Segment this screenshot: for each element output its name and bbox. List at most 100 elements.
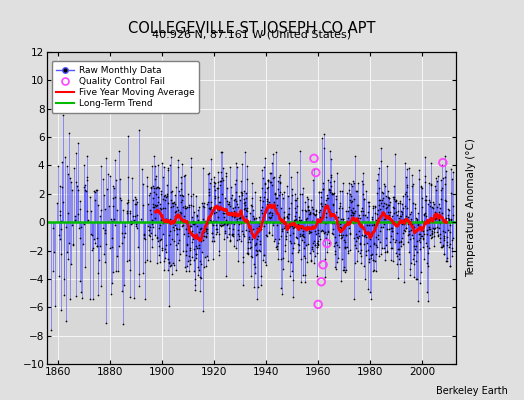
Point: [199, 308, 208, 314]
Point: [394, 200, 402, 206]
Point: [170, 238, 178, 244]
Point: [183, 258, 192, 264]
Point: [320, 229, 329, 235]
Point: [249, 226, 257, 232]
Point: [319, 228, 328, 234]
Point: [244, 239, 253, 246]
Point: [356, 215, 365, 222]
Point: [267, 178, 276, 185]
Point: [160, 245, 169, 252]
Point: [345, 225, 354, 232]
Point: [234, 227, 242, 234]
Point: [439, 228, 447, 234]
Point: [297, 191, 305, 198]
Point: [371, 204, 379, 210]
Point: [383, 204, 391, 210]
Point: [419, 244, 427, 250]
Point: [126, 218, 135, 224]
Point: [418, 218, 427, 224]
Point: [286, 222, 294, 229]
Point: [260, 223, 269, 230]
Point: [56, 183, 64, 189]
Point: [158, 174, 167, 180]
Point: [296, 233, 304, 239]
Point: [209, 256, 217, 262]
Point: [419, 235, 427, 241]
Point: [177, 180, 185, 186]
Point: [120, 282, 128, 288]
Point: [430, 226, 439, 232]
Point: [54, 273, 63, 280]
Point: [95, 243, 104, 250]
Point: [175, 256, 183, 263]
Point: [145, 227, 154, 233]
Point: [163, 191, 171, 198]
Point: [384, 194, 392, 200]
Point: [273, 195, 281, 201]
Point: [305, 211, 314, 218]
Point: [290, 218, 299, 224]
Point: [226, 208, 235, 215]
Point: [198, 248, 206, 255]
Point: [266, 218, 274, 225]
Point: [247, 202, 255, 208]
Point: [345, 204, 353, 210]
Point: [246, 218, 255, 224]
Point: [375, 165, 383, 171]
Point: [296, 190, 304, 197]
Point: [364, 199, 373, 205]
Point: [402, 225, 411, 231]
Point: [403, 220, 412, 227]
Point: [133, 212, 141, 218]
Point: [107, 216, 115, 222]
Point: [158, 247, 166, 253]
Point: [261, 259, 269, 265]
Point: [290, 190, 299, 197]
Point: [189, 221, 197, 228]
Point: [199, 165, 207, 172]
Point: [346, 191, 354, 197]
Point: [402, 189, 410, 195]
Point: [83, 208, 91, 215]
Point: [254, 233, 263, 239]
Point: [416, 231, 424, 238]
Point: [103, 218, 112, 225]
Point: [111, 222, 119, 228]
Point: [162, 242, 171, 248]
Point: [413, 222, 422, 228]
Point: [293, 218, 301, 224]
Point: [431, 216, 439, 222]
Point: [342, 222, 350, 228]
Point: [419, 236, 428, 242]
Point: [387, 257, 395, 264]
Point: [366, 236, 374, 242]
Point: [308, 223, 316, 230]
Point: [157, 236, 166, 243]
Point: [357, 246, 366, 253]
Point: [271, 191, 279, 197]
Point: [307, 257, 315, 264]
Point: [108, 280, 116, 286]
Point: [239, 254, 247, 260]
Point: [63, 248, 71, 255]
Point: [340, 237, 348, 243]
Point: [277, 285, 286, 292]
Point: [309, 210, 317, 216]
Point: [102, 320, 111, 326]
Point: [238, 214, 247, 220]
Point: [90, 188, 99, 195]
Point: [421, 197, 429, 203]
Point: [152, 235, 161, 241]
Point: [318, 203, 326, 210]
Point: [443, 255, 451, 261]
Point: [418, 204, 426, 210]
Point: [69, 240, 78, 247]
Point: [78, 295, 86, 301]
Point: [388, 194, 397, 200]
Point: [166, 262, 174, 269]
Point: [147, 184, 155, 190]
Point: [83, 177, 91, 183]
Point: [133, 219, 141, 226]
Point: [332, 196, 340, 202]
Point: [414, 176, 423, 182]
